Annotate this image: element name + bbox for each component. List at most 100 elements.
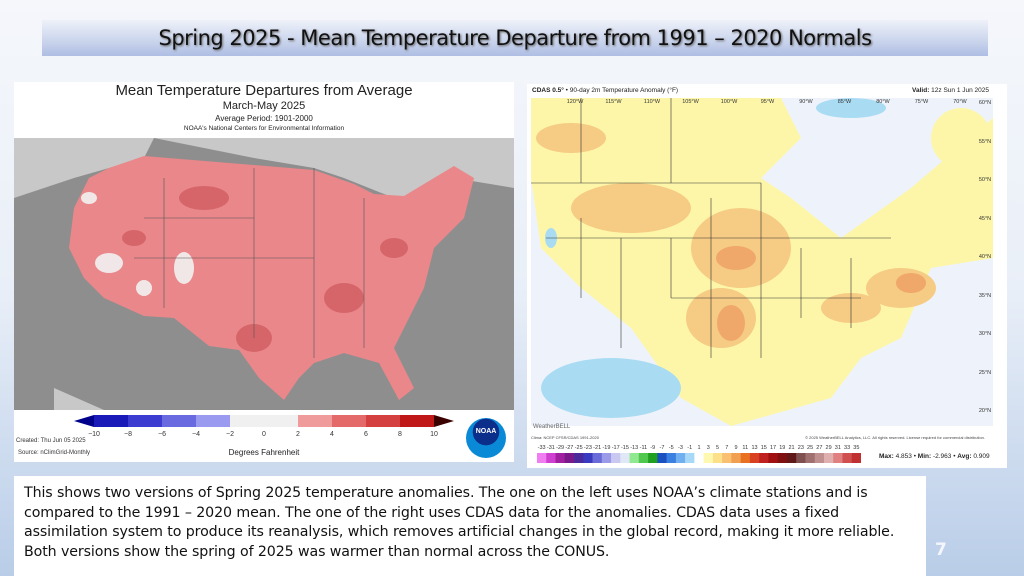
- colorbar-segment: [537, 453, 547, 463]
- colorbar-tick-label: -13: [630, 445, 639, 451]
- colorbar-segment: [264, 415, 298, 427]
- colorbar-segment: [555, 453, 566, 463]
- map-source-org: NOAA's National Centers for Environmenta…: [183, 125, 345, 132]
- colorbar-segment: [196, 415, 230, 427]
- copyright: © 2025 WeatherBELL Analytics, LLC. All r…: [805, 435, 985, 440]
- colorbar-tick-label: 8: [398, 431, 402, 438]
- colorbar-tick-label: 19: [779, 445, 786, 451]
- latitude-label: 60°N: [978, 100, 992, 106]
- colorbar-segment: [366, 415, 400, 427]
- colorbar-segment: [162, 415, 196, 427]
- colorbar-tick-label: 25: [807, 445, 814, 451]
- stats-readout: Max: 4.853 • Min: -2.963 • Avg: 0.909: [879, 453, 990, 460]
- latitude-label: 25°N: [978, 369, 992, 376]
- longitude-label: 110°W: [643, 99, 661, 105]
- colorbar-tick-label: 10: [430, 431, 438, 438]
- colorbar-segment: [546, 453, 556, 463]
- colorbar-segment: [583, 453, 593, 463]
- colorbar-arrow-low: [74, 415, 94, 427]
- colorbar-segment: [564, 453, 575, 463]
- colorbar-segment: [749, 453, 760, 463]
- colorbar-tick-label: -3: [678, 445, 683, 451]
- map-subtitle: March-May 2025: [222, 100, 306, 112]
- colorbar-segment: [611, 453, 621, 463]
- colorbar-segment: [833, 453, 843, 463]
- map-title: Mean Temperature Departures from Average: [115, 82, 413, 99]
- longitude-label: 85°W: [837, 99, 852, 105]
- longitude-label: 70°W: [953, 99, 967, 105]
- latitude-label: 30°N: [978, 331, 992, 337]
- colorbar-tick-label: -25: [574, 445, 583, 451]
- colorbar-tick-label: 17: [769, 445, 777, 451]
- colorbar-segment: [703, 453, 714, 463]
- latitude-label: 35°N: [978, 292, 992, 299]
- data-source: Source: nClimGrid-Monthly: [18, 450, 91, 456]
- colorbar-tick-label: 31: [834, 445, 841, 451]
- colorbar-tick-label: -17: [611, 445, 620, 451]
- colorbar-tick-label: 29: [825, 445, 832, 451]
- colorbar-segment: [786, 453, 797, 463]
- created-date: Created: Thu Jun 05 2025: [16, 438, 86, 444]
- colorbar-segment: [629, 453, 640, 463]
- colorbar-tick-label: 23: [797, 445, 804, 451]
- colorbar-tick-label: 35: [853, 445, 860, 451]
- colorbar-segment: [722, 453, 732, 463]
- colorbar-tick-label: 6: [364, 431, 368, 438]
- latitude-label: 50°N: [978, 177, 992, 183]
- longitude-label: 115°W: [605, 99, 622, 105]
- colorbar-segment: [731, 453, 741, 463]
- colorbar-segment: [851, 453, 861, 463]
- clima-note: Clima: NCEP CFSR/CDAS 1991-2020: [531, 435, 599, 440]
- colorbar-segment: [666, 453, 677, 463]
- cdas-map-panel: CDAS 0.5° • 90-day 2m Temperature Anomal…: [527, 84, 1007, 468]
- colorbar-segment: [128, 415, 162, 427]
- colorbar-tick-label: 27: [816, 445, 823, 451]
- longitude-label: 105°W: [682, 99, 699, 105]
- colorbar-tick-label: 5: [715, 445, 720, 451]
- unit-label: Degrees Fahrenheit: [228, 448, 300, 457]
- latitude-label: 55°N: [978, 138, 992, 145]
- colorbar-tick-label: 33: [844, 445, 851, 451]
- colorbar-segment: [298, 415, 332, 427]
- longitude-label: 100°W: [720, 99, 738, 105]
- colorbar-segment: [601, 453, 612, 463]
- colorbar-tick-label: -7: [659, 445, 665, 451]
- slide-title: Spring 2025 - Mean Temperature Departure…: [158, 26, 872, 50]
- colorbar-segment: [332, 415, 366, 427]
- colorbar-tick-label: -5: [668, 445, 674, 451]
- cdas-temperature-map: [531, 98, 993, 426]
- colorbar-segment: [796, 453, 806, 463]
- valid-time: Valid: 12z Sun 1 Jun 2025: [912, 87, 989, 94]
- colorbar-tick-label: -15: [620, 445, 629, 451]
- colorbar-segment: [777, 453, 788, 463]
- colorbar-tick-label: −8: [124, 431, 132, 438]
- colorbar-tick-label: -1: [687, 445, 693, 451]
- colorbar-segment: [648, 453, 658, 463]
- slide-title-bar: Spring 2025 - Mean Temperature Departure…: [42, 20, 988, 56]
- colorbar-segment: [740, 453, 751, 463]
- colorbar-segment: [94, 415, 128, 427]
- colorbar-tick-label: -27: [565, 445, 574, 451]
- colorbar-tick-label: -9: [650, 445, 656, 451]
- colorbar-arrow-high: [434, 415, 454, 427]
- colorbar-tick-label: 9: [734, 445, 738, 451]
- noaa-colorbar: [74, 415, 454, 427]
- colorbar-tick-label: 3: [706, 445, 710, 451]
- colorbar-tick-label: 15: [760, 445, 767, 451]
- colorbar-tick-label: 7: [725, 445, 729, 451]
- longitude-label: 80°W: [876, 99, 890, 105]
- colorbar-segment: [712, 453, 723, 463]
- description-text-box: This shows two versions of Spring 2025 t…: [14, 476, 926, 576]
- colorbar-segment: [842, 453, 853, 463]
- colorbar-tick-label: 11: [742, 445, 749, 451]
- colorbar-segment: [620, 453, 630, 463]
- colorbar-segment: [685, 453, 695, 463]
- colorbar-segment: [638, 453, 649, 463]
- colorbar-tick-label: −6: [158, 431, 166, 438]
- latitude-label: 45°N: [978, 215, 992, 222]
- latitude-label: 40°N: [978, 254, 992, 260]
- colorbar-tick-label: −4: [192, 431, 200, 438]
- weatherbell-logo: WeatherBELL: [533, 424, 571, 430]
- colorbar-segment: [230, 415, 264, 427]
- colorbar-tick-label: -33: [537, 445, 546, 451]
